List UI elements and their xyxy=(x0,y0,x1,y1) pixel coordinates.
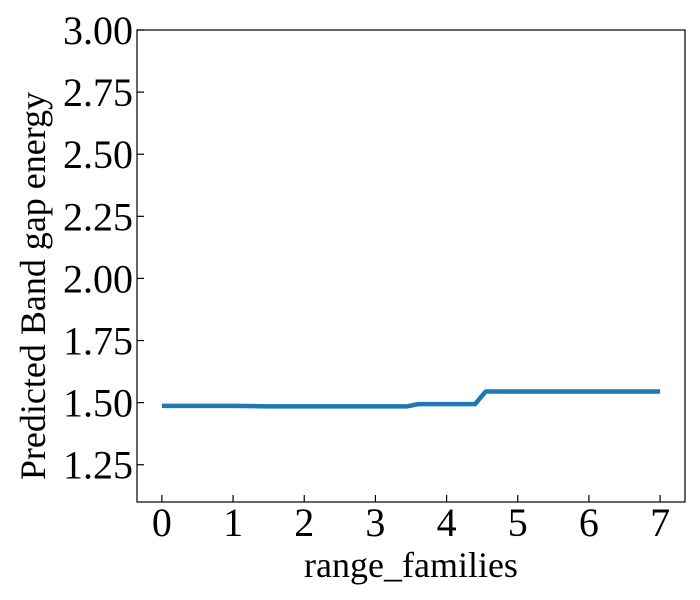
x-tick-label: 2 xyxy=(294,500,314,545)
y-axis-ticks: 1.25 1.50 1.75 2.00 2.25 2.50 2.75 3.00 xyxy=(63,8,144,488)
x-tick-label: 3 xyxy=(365,500,385,545)
y-tick-label: 2.25 xyxy=(63,194,133,239)
y-tick-label: 1.75 xyxy=(63,319,133,364)
y-tick-label: 2.00 xyxy=(63,256,133,301)
plot-frame xyxy=(136,29,686,503)
x-tick-label: 5 xyxy=(508,500,528,545)
x-tick-label: 0 xyxy=(152,500,172,545)
y-tick-label: 2.75 xyxy=(63,70,133,115)
x-tick-label: 4 xyxy=(437,500,457,545)
y-tick-label: 2.50 xyxy=(63,132,133,177)
x-tick-label: 7 xyxy=(650,500,670,545)
series-layer xyxy=(161,389,661,409)
x-tick-label: 1 xyxy=(223,500,243,545)
series-line-0 xyxy=(161,389,661,409)
y-tick-label: 3.00 xyxy=(63,8,133,53)
x-axis-label: range_families xyxy=(304,545,518,585)
x-tick-label: 6 xyxy=(579,500,599,545)
x-axis-ticks: 0 1 2 3 4 5 6 7 xyxy=(152,495,670,545)
y-tick-label: 1.50 xyxy=(63,381,133,426)
y-axis-label: Predicted Band gap energy xyxy=(13,92,53,480)
y-tick-label: 1.25 xyxy=(63,443,133,488)
